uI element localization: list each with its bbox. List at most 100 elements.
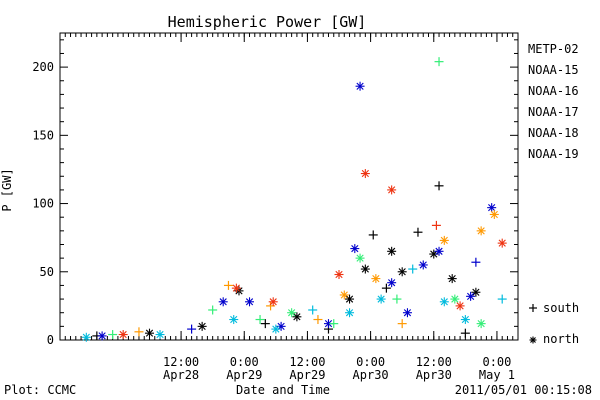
star-stroke: [388, 186, 396, 194]
data-point-noaa-16: [155, 330, 165, 340]
data-point-noaa-18: [489, 209, 499, 219]
star-stroke: [351, 244, 359, 253]
legend-entry-noaa-17: NOAA-17: [528, 105, 579, 119]
data-point-metp-02: [397, 267, 407, 277]
data-point-metp-02: [360, 264, 370, 274]
data-point-noaa-15: [487, 203, 497, 213]
legend-entry-noaa-15: NOAA-15: [528, 63, 579, 77]
y-tick-label: 200: [32, 60, 54, 74]
data-point-noaa-17: [287, 308, 297, 318]
legend-entry-metp-02: METP-02: [528, 42, 579, 56]
legend-symbol-north: [529, 336, 537, 344]
data-point-noaa-15: [402, 308, 412, 318]
data-point-noaa-17: [255, 315, 265, 325]
data-point-metp-02: [471, 287, 481, 297]
star-stroke: [435, 247, 443, 255]
data-point-noaa-16: [229, 315, 239, 325]
data-point-metp-02: [197, 321, 207, 331]
plot-axes: 05010015020012:00Apr280:00Apr2912:00Apr2…: [32, 32, 519, 382]
star-stroke: [293, 313, 301, 321]
star-stroke: [82, 333, 90, 341]
data-point-noaa-16: [376, 294, 386, 304]
star-stroke: [198, 322, 206, 330]
data-point-noaa-16: [81, 332, 91, 342]
star-stroke: [398, 268, 406, 276]
data-point-noaa-15: [245, 297, 255, 307]
star-stroke: [388, 247, 396, 255]
data-point-noaa-18: [313, 315, 323, 325]
star-stroke: [356, 82, 364, 90]
data-point-noaa-19: [360, 169, 370, 179]
data-point-noaa-16: [271, 324, 281, 334]
data-point-noaa-19: [455, 301, 465, 311]
data-point-noaa-16: [308, 305, 318, 315]
data-point-metp-02: [434, 181, 444, 191]
data-point-metp-02: [460, 328, 470, 338]
x-axis-label: Date and Time: [236, 383, 330, 397]
star-stroke: [324, 319, 333, 328]
star-stroke: [448, 274, 456, 283]
star-stroke: [356, 254, 364, 262]
star-stroke: [288, 309, 296, 317]
data-point-noaa-15: [387, 278, 397, 288]
data-point-noaa-15: [466, 291, 476, 301]
data-point-noaa-17: [450, 294, 460, 304]
data-point-noaa-16: [439, 297, 449, 307]
legend-symbol-south: [529, 304, 537, 312]
data-point-noaa-17: [355, 253, 365, 263]
footer-credit: Plot: CCMC: [4, 383, 76, 397]
star-stroke: [466, 292, 475, 300]
data-point-noaa-15: [187, 324, 197, 334]
data-point-noaa-15: [97, 331, 107, 341]
data-point-noaa-15: [434, 246, 444, 256]
data-point-noaa-19: [334, 270, 344, 280]
x-tick-label-date: Apr29: [226, 368, 262, 382]
star-stroke: [488, 204, 496, 212]
star-stroke: [440, 236, 448, 245]
legend: METP-02 NOAA-15 NOAA-16 NOAA-17 NOAA-18 NOAA-…: [528, 42, 579, 346]
data-point-noaa-18: [339, 290, 349, 300]
data-point-metp-02: [144, 328, 154, 338]
star-stroke: [245, 298, 254, 306]
data-point-noaa-18: [476, 226, 486, 236]
x-tick-label-date: Apr30: [416, 368, 452, 382]
data-point-metp-02: [381, 283, 391, 293]
data-point-metp-02: [447, 274, 457, 284]
footer-timestamp: 2011/05/01 00:15:08: [455, 383, 592, 397]
star-stroke: [232, 284, 240, 292]
data-point-noaa-15: [418, 260, 428, 270]
data-point-metp-02: [368, 230, 378, 240]
star-stroke: [461, 315, 469, 324]
data-point-noaa-16: [408, 264, 418, 274]
data-point-noaa-18: [397, 319, 407, 329]
y-tick-label: 100: [32, 197, 54, 211]
star-stroke: [403, 309, 412, 317]
y-axis-label: P [GW]: [0, 168, 14, 211]
y-tick-label: 50: [40, 265, 54, 279]
x-tick-label-time: 12:00: [416, 355, 452, 369]
data-point-metp-02: [387, 246, 397, 256]
data-point-noaa-17: [208, 305, 218, 315]
data-point-noaa-17: [108, 330, 118, 340]
x-tick-label-date: May 1: [479, 368, 515, 382]
star-stroke: [119, 330, 127, 339]
data-point-metp-02: [260, 319, 270, 329]
star-stroke: [477, 227, 485, 235]
star-stroke: [490, 210, 498, 219]
data-point-noaa-15: [350, 244, 360, 254]
data-point-noaa-19: [497, 238, 507, 248]
data-point-noaa-15: [323, 319, 333, 329]
star-stroke: [345, 295, 354, 303]
star-stroke: [340, 291, 348, 299]
star-stroke: [98, 332, 106, 340]
star-stroke: [472, 288, 480, 296]
star-stroke: [145, 329, 154, 337]
star-stroke: [230, 315, 238, 324]
data-point-noaa-15: [218, 297, 228, 307]
x-tick-label-date: Apr30: [353, 368, 389, 382]
legend-symbol-label-north: north: [543, 332, 579, 346]
data-point-noaa-17: [392, 294, 402, 304]
star-stroke: [361, 169, 369, 178]
star-stroke: [419, 261, 427, 269]
data-point-metp-02: [413, 227, 423, 237]
